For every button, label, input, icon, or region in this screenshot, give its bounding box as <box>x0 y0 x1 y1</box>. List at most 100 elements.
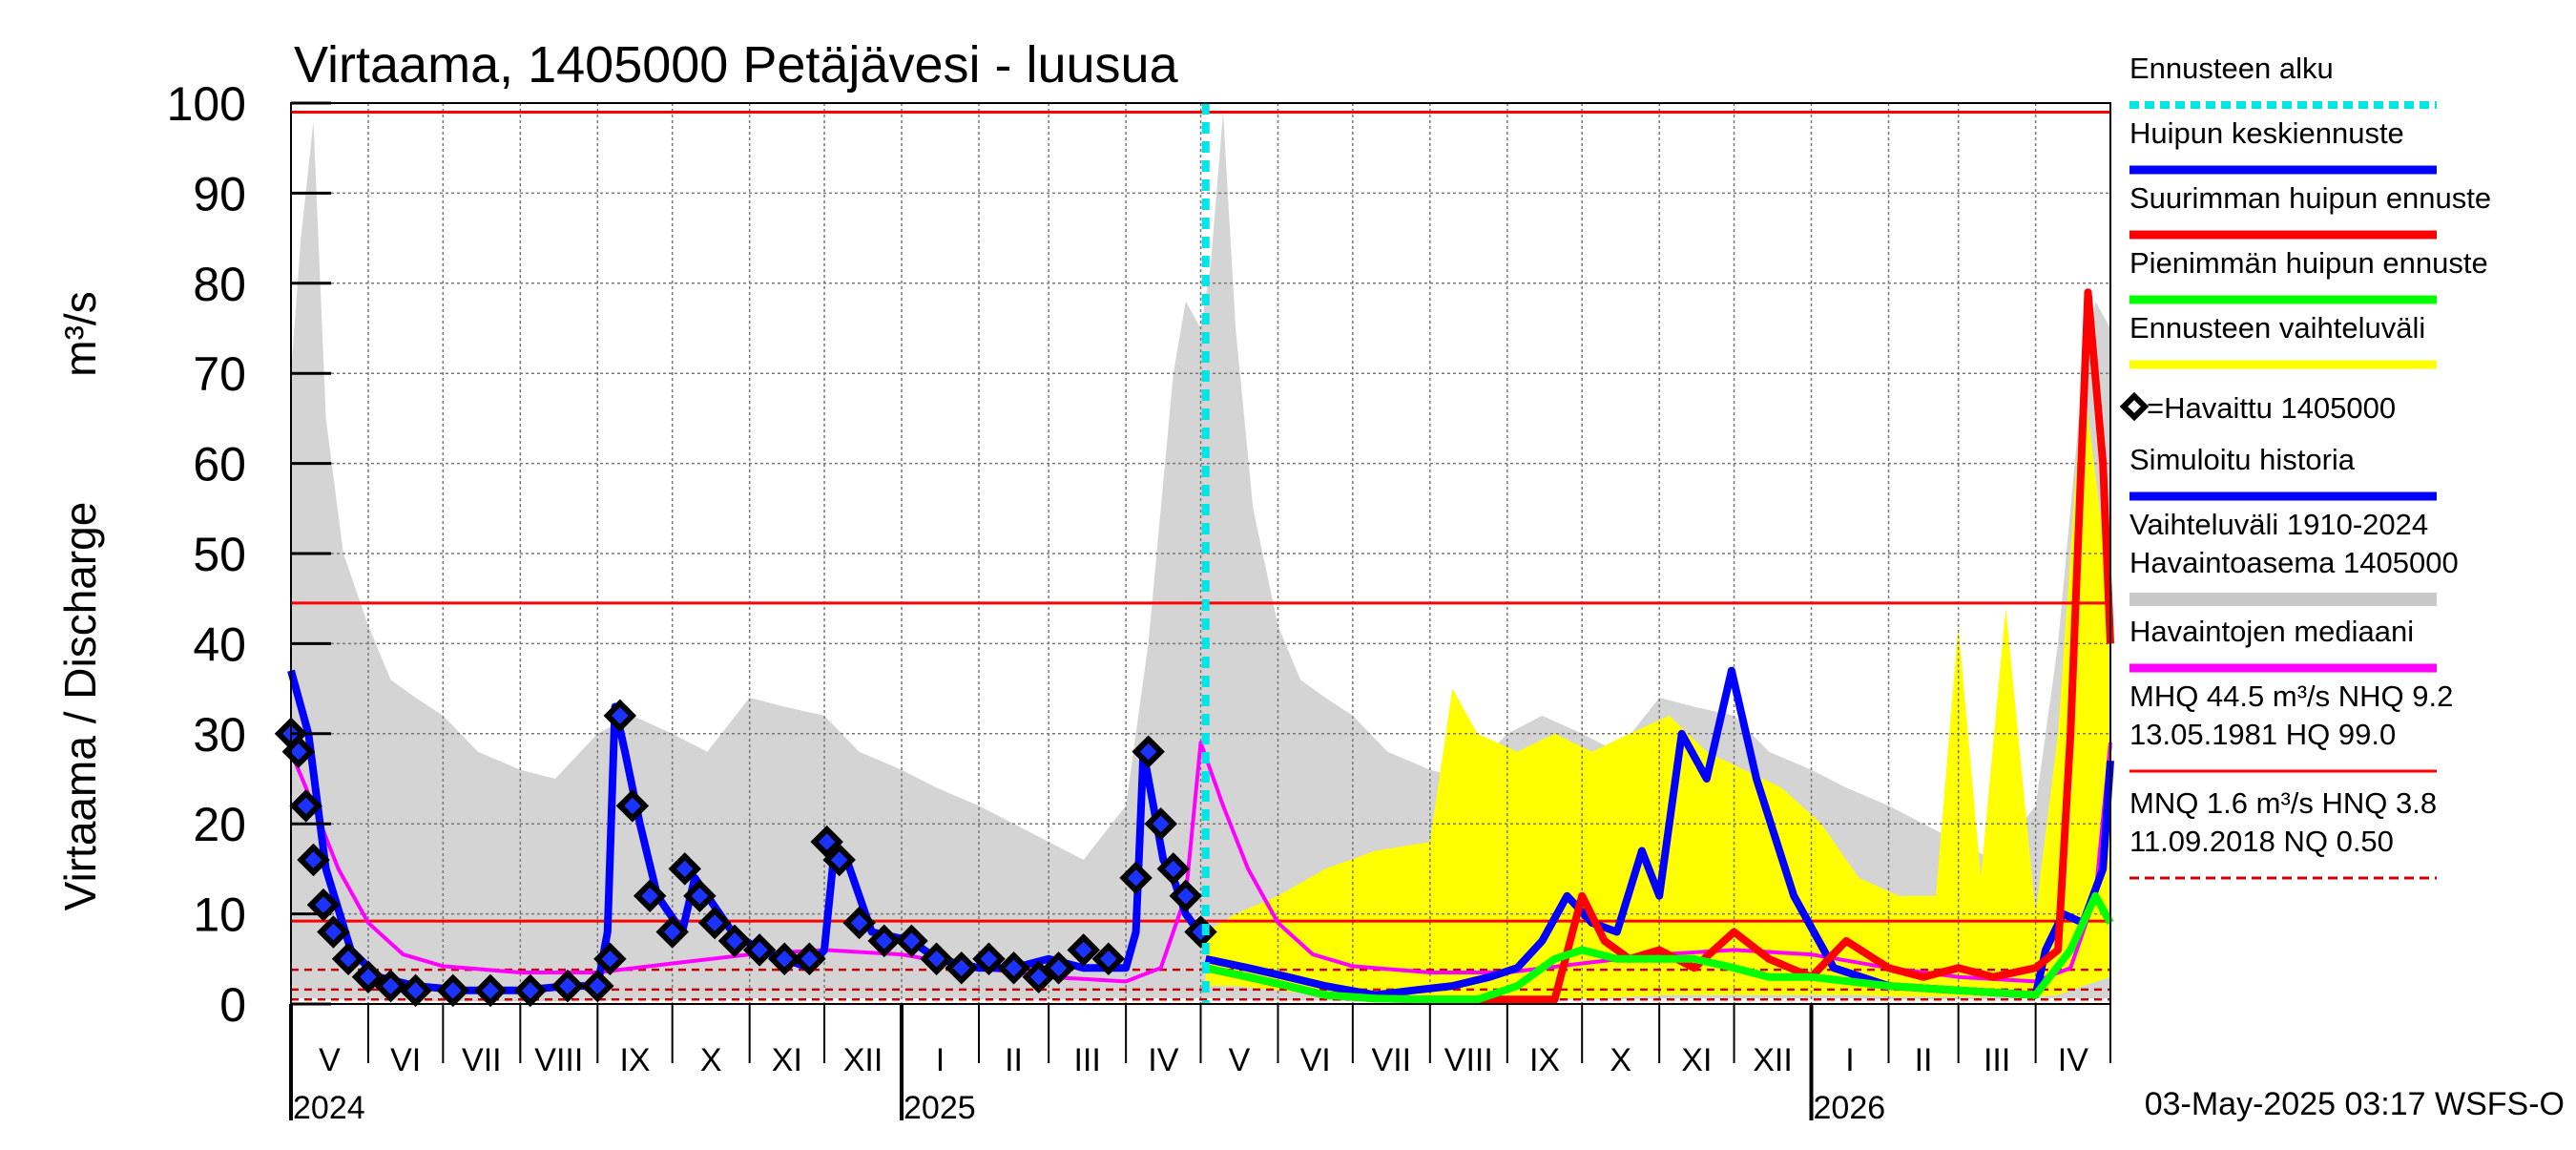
x-month-label: IV <box>2058 1042 2088 1078</box>
x-month-label: VIII <box>1444 1042 1493 1078</box>
observed-point <box>603 699 637 733</box>
x-month-label: IX <box>619 1042 650 1078</box>
legend: Ennusteen alku Huipun keskiennuste Suurimm… <box>2119 52 2491 880</box>
y-tick-label: 60 <box>193 438 246 491</box>
legend-label: Havaintoasema 1405000 <box>2129 546 2459 579</box>
legend-marker <box>2119 391 2150 422</box>
legend-item: Ennusteen vaihteluväli <box>2129 311 2437 369</box>
y-tick-label: 40 <box>193 617 246 671</box>
observed-point <box>473 973 508 1008</box>
observed-point <box>997 951 1030 985</box>
reference-line-layer <box>291 110 2110 1001</box>
observed-point <box>842 906 876 940</box>
y-axis-label: Virtaama / Discharge <box>55 502 105 911</box>
x-month-label: IX <box>1529 1042 1560 1078</box>
chart-title: Virtaama, 1405000 Petäjävesi - luusua <box>294 36 1179 94</box>
legend-item: Ennusteen alku <box>2129 52 2437 109</box>
observed-point <box>717 924 752 958</box>
observed-point <box>615 789 650 823</box>
y-tick-label: 0 <box>219 978 246 1032</box>
observed-point <box>633 879 667 912</box>
y-axis-unit: m³/s <box>55 291 105 376</box>
observed-point <box>1119 861 1153 895</box>
legend-item: MNQ 1.6 m³/s HNQ 3.8 11.09.2018 NQ 0.50 <box>2129 786 2437 880</box>
observed-point <box>297 843 330 877</box>
observed-point <box>289 789 322 823</box>
observed-point <box>1156 852 1191 886</box>
x-year-label: 2026 <box>1814 1090 1886 1126</box>
x-axis-months: V VI VII VIII IX X XI XII I II III IV V VI VII VIII IX X X… <box>289 1004 2111 1126</box>
x-month-label: X <box>1610 1042 1631 1078</box>
y-tick-label: 100 <box>167 77 246 131</box>
x-month-label: X <box>700 1042 722 1078</box>
x-month-label: V <box>1229 1042 1251 1078</box>
y-tick-label: 70 <box>193 347 246 401</box>
x-month-label: VIII <box>534 1042 583 1078</box>
x-month-label: III <box>1073 1042 1100 1078</box>
observed-point <box>306 888 341 922</box>
legend-label: MNQ 1.6 m³/s HNQ 3.8 <box>2129 786 2437 820</box>
legend-item: Havaintojen mediaani <box>2129 615 2437 673</box>
x-month-label: I <box>936 1042 945 1078</box>
legend-label: Ennusteen vaihteluväli <box>2129 311 2425 345</box>
observed-point <box>551 969 585 1003</box>
x-month-label: XII <box>843 1042 883 1078</box>
footer-timestamp: 03-May-2025 03:17 WSFS-O <box>2145 1086 2565 1122</box>
observed-point <box>1169 879 1203 912</box>
y-tick-label: 20 <box>193 798 246 851</box>
series-line-layer <box>287 288 2114 1004</box>
observed-point <box>1144 806 1177 841</box>
y-tick-label: 80 <box>193 258 246 311</box>
legend-item: Vaihteluväli 1910-2024 Havaintoasema 140… <box>2129 508 2459 606</box>
observed-point <box>1042 951 1075 985</box>
y-tick-label: 90 <box>193 167 246 220</box>
observed-point <box>655 915 689 949</box>
observed-point <box>945 951 978 985</box>
x-month-label: VI <box>390 1042 421 1078</box>
series-line-huipun-keskiennuste <box>1204 666 2114 999</box>
x-month-label: III <box>1984 1042 2010 1078</box>
x-month-label: V <box>319 1042 341 1078</box>
legend-label: 11.09.2018 NQ 0.50 <box>2129 825 2394 858</box>
x-month-label: VII <box>462 1042 502 1078</box>
x-month-label: XII <box>1753 1042 1793 1078</box>
observed-point <box>920 942 953 976</box>
observed-point <box>895 924 928 958</box>
x-year-label: 2025 <box>904 1090 976 1126</box>
observed-point <box>331 942 365 976</box>
legend-item: =Havaittu 1405000 <box>2119 391 2396 425</box>
legend-item: MHQ 44.5 m³/s NHQ 9.2 13.05.1981 HQ 99.0 <box>2129 680 2453 773</box>
observed-point <box>317 915 350 949</box>
observed-point <box>742 933 777 967</box>
legend-label: MHQ 44.5 m³/s NHQ 9.2 <box>2129 680 2453 713</box>
y-tick-label: 10 <box>193 889 246 942</box>
observed-point <box>867 924 901 958</box>
observed-point <box>972 942 1006 976</box>
x-year-label: 2024 <box>293 1090 365 1126</box>
observed-point <box>581 969 614 1003</box>
observed-point <box>399 973 432 1008</box>
x-month-label: I <box>1845 1042 1854 1078</box>
observed-point <box>513 973 548 1008</box>
x-month-label: II <box>1005 1042 1023 1078</box>
observed-point <box>767 942 801 976</box>
legend-label: Ennusteen alku <box>2129 52 2334 85</box>
band-ennusteen-vaihteluv-li <box>1205 373 2110 1000</box>
legend-item: Suurimman huipun ennuste <box>2129 181 2491 240</box>
observed-point <box>822 843 856 877</box>
observed-point <box>810 825 843 859</box>
observed-point <box>668 852 701 886</box>
observed-point <box>793 942 826 976</box>
observed-point <box>1067 933 1100 967</box>
legend-label: 13.05.1981 HQ 99.0 <box>2129 718 2396 751</box>
legend-item: Simuloitu historia <box>2129 443 2437 501</box>
x-month-label: VII <box>1372 1042 1412 1078</box>
x-month-label: VI <box>1300 1042 1331 1078</box>
legend-label: Pienimmän huipun ennuste <box>2129 246 2488 280</box>
x-month-label: XI <box>1681 1042 1712 1078</box>
observed-point <box>1091 942 1126 976</box>
legend-label: =Havaittu 1405000 <box>2147 391 2396 425</box>
legend-label: Suurimman huipun ennuste <box>2129 181 2491 215</box>
